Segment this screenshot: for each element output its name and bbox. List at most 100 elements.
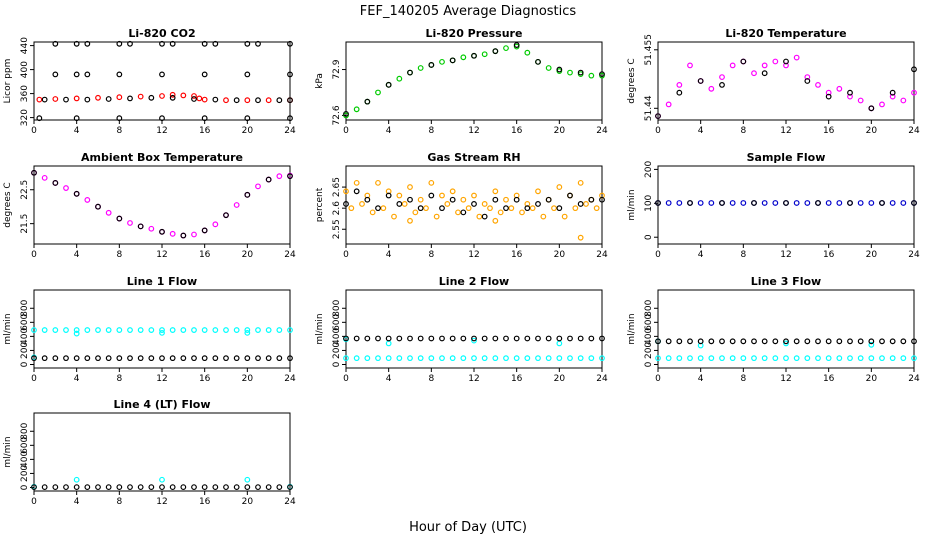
y-tick-label: 400	[20, 328, 30, 345]
x-tick-label: 8	[740, 374, 746, 384]
data-point	[375, 179, 381, 186]
y-tick-label: 200	[644, 342, 654, 359]
panel-title: Gas Stream RH	[427, 151, 520, 164]
data-point	[287, 97, 293, 104]
data-point	[385, 335, 392, 342]
data-point	[180, 355, 187, 362]
x-tick-label: 20	[242, 374, 254, 384]
data-point	[417, 205, 424, 212]
data-point	[265, 484, 272, 491]
data-point	[137, 355, 144, 362]
data-point	[567, 355, 573, 362]
data-point	[255, 327, 261, 333]
data-point	[169, 91, 176, 98]
data-point	[460, 196, 467, 203]
data-point	[201, 96, 208, 103]
data-point	[567, 335, 573, 342]
panel-title: Li-820 Pressure	[426, 27, 523, 40]
data-point	[697, 78, 704, 84]
x-tick-label: 24	[596, 126, 608, 136]
y-tick-label: 600	[644, 313, 654, 330]
y-tick-label: 2.6	[332, 201, 342, 216]
panel-1: Li-820 CO2 Licor ppm 0 4 8 12 16 20 24 320 360 400 4…	[3, 27, 296, 136]
y-tick-label: 320	[20, 109, 30, 126]
data-point	[503, 45, 509, 52]
x-tick-label: 16	[199, 374, 211, 384]
data-point	[407, 335, 413, 342]
data-point	[73, 330, 80, 337]
y-tick-label: 200	[20, 342, 30, 359]
data-point	[460, 355, 467, 362]
data-point	[783, 200, 789, 206]
series-1	[343, 43, 605, 119]
data-point	[655, 355, 661, 362]
data-point	[343, 188, 349, 195]
data-point	[265, 97, 272, 104]
data-point	[244, 476, 251, 483]
data-point	[556, 184, 563, 190]
data-point	[900, 355, 907, 362]
panel-title: Ambient Box Temperature	[81, 151, 243, 164]
x-tick-label: 12	[780, 374, 791, 384]
data-point	[148, 327, 155, 333]
data-point	[148, 355, 155, 362]
data-point	[412, 209, 419, 216]
data-point	[449, 355, 456, 362]
data-point	[449, 188, 456, 195]
data-point	[41, 327, 48, 333]
y-axis-label: degrees C	[627, 58, 637, 103]
x-tick-label: 20	[242, 126, 254, 136]
data-point	[825, 93, 832, 100]
data-point	[540, 213, 547, 220]
data-point	[201, 484, 208, 491]
y-tick-label: 200	[20, 465, 30, 482]
x-tick-label: 16	[823, 374, 835, 384]
x-tick-label: 4	[698, 126, 704, 136]
data-point	[180, 327, 187, 333]
data-point	[244, 355, 251, 362]
data-point	[911, 89, 917, 96]
data-point	[783, 62, 789, 69]
data-point	[772, 200, 779, 206]
x-tick-label: 16	[199, 126, 211, 136]
data-point	[900, 97, 907, 104]
data-point	[385, 192, 392, 199]
data-point	[783, 355, 789, 362]
data-point	[751, 355, 757, 362]
x-tick-label: 24	[284, 497, 296, 507]
data-point	[492, 188, 499, 195]
data-point	[665, 355, 672, 362]
y-tick-label: 0	[644, 361, 654, 367]
data-point	[201, 327, 208, 333]
series-1	[655, 54, 917, 119]
x-tick-label: 16	[823, 126, 835, 136]
data-point	[460, 209, 467, 216]
data-point	[116, 215, 123, 222]
panel-7: Line 1 Flow ml/min 0 4 8 12 16 20 24 0 20040060080…	[3, 275, 296, 384]
data-point	[868, 105, 875, 112]
panel-5: Gas Stream RH percent 0 4 8 12 16 20 24 2.55 2.6 2.…	[315, 151, 608, 260]
x-tick-label: 0	[655, 126, 661, 136]
x-tick-label: 8	[428, 250, 434, 260]
data-point	[407, 196, 413, 203]
data-point	[180, 92, 187, 99]
data-point	[52, 71, 59, 78]
data-point	[127, 40, 133, 47]
data-point	[380, 205, 387, 212]
series-2	[31, 484, 293, 491]
x-tick-label: 8	[116, 250, 122, 260]
plot-frame	[345, 165, 603, 245]
data-point	[556, 340, 563, 347]
x-tick-label: 4	[74, 497, 80, 507]
data-point	[417, 65, 424, 71]
data-point	[676, 81, 683, 88]
data-point	[244, 191, 251, 198]
series-2	[343, 42, 605, 117]
panel-9: Line 3 Flow ml/min 0 4 8 12 16 20 24 0 20040060080…	[627, 275, 920, 384]
panel-8: Line 2 Flow ml/min 0 4 8 12 16 20 24 0 20040060080…	[315, 275, 608, 384]
x-tick-label: 16	[511, 250, 523, 260]
data-point	[396, 355, 403, 362]
data-point	[196, 95, 203, 102]
x-tick-label: 4	[698, 374, 704, 384]
data-point	[63, 96, 69, 103]
